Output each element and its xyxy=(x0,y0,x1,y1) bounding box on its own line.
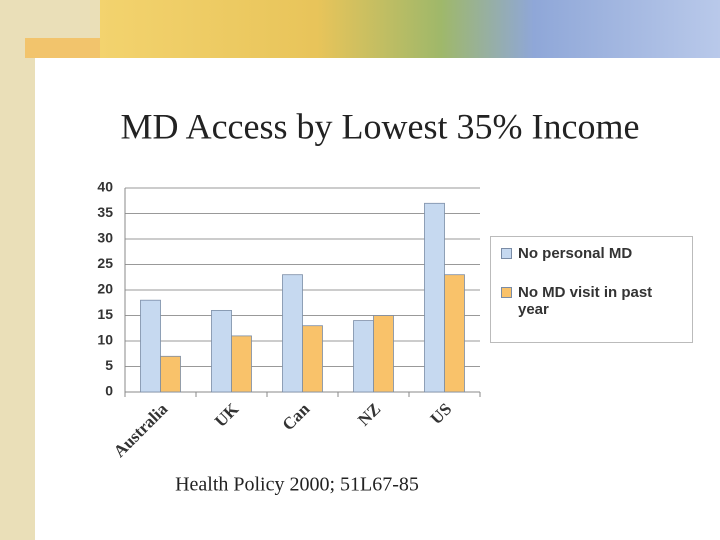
y-tick-label: 20 xyxy=(97,281,113,297)
legend-swatch xyxy=(501,248,512,259)
y-tick-label: 25 xyxy=(97,255,113,271)
bar xyxy=(373,315,394,393)
legend-swatch xyxy=(501,287,512,298)
y-tick-label: 0 xyxy=(105,383,113,399)
legend-label: No MD visit in past year xyxy=(518,284,653,318)
y-tick-label: 5 xyxy=(105,357,113,373)
legend-item: No personal MD xyxy=(501,245,686,262)
y-tick-label: 35 xyxy=(97,204,113,220)
bar xyxy=(231,335,252,393)
legend: No personal MD No MD visit in past year xyxy=(490,236,693,343)
bar xyxy=(353,320,374,393)
caption: Health Policy 2000; 51L67-85 xyxy=(175,474,419,496)
banner-tab xyxy=(25,38,100,58)
bar xyxy=(160,355,181,393)
y-tick-label: 10 xyxy=(97,332,113,348)
legend-item: No MD visit in past year xyxy=(501,284,686,318)
y-tick-label: 30 xyxy=(97,230,113,246)
bar xyxy=(444,274,465,393)
bar xyxy=(140,299,161,393)
bar xyxy=(424,202,445,393)
banner xyxy=(100,0,720,58)
legend-label: No personal MD xyxy=(518,245,633,262)
y-tick-label: 15 xyxy=(97,306,113,322)
bar xyxy=(282,274,303,393)
bar xyxy=(211,309,232,393)
y-tick-label: 40 xyxy=(97,179,113,195)
bar xyxy=(302,325,323,393)
chart-title: MD Access by Lowest 35% Income xyxy=(121,106,640,146)
